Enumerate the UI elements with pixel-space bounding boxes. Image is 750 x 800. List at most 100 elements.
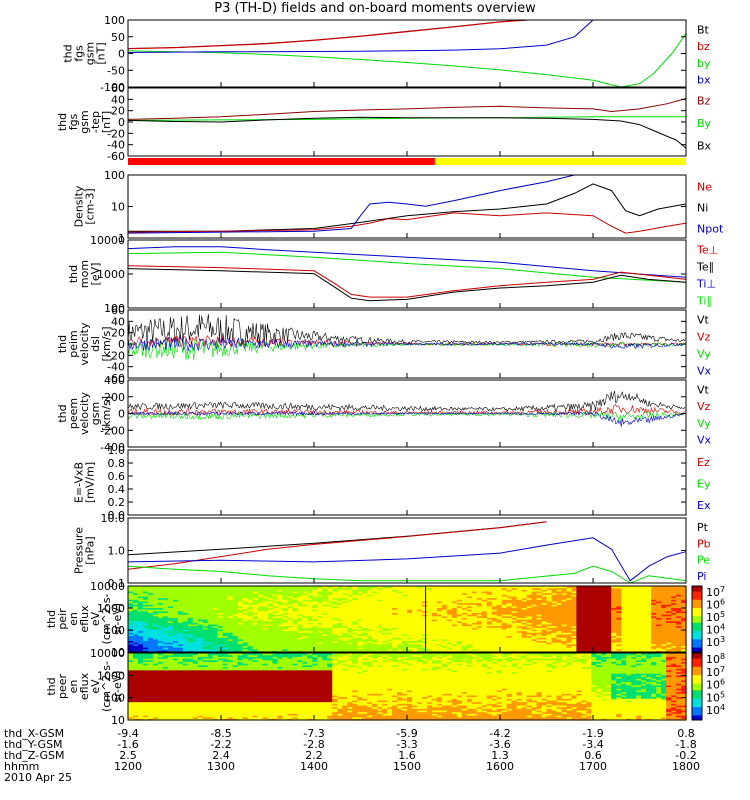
- spectrogram-cell: [446, 648, 453, 651]
- spectrogram-cell: [222, 622, 229, 625]
- spectrogram-cell: [142, 673, 149, 676]
- spectrogram-cell: [646, 617, 652, 620]
- spectrogram-cell: [342, 650, 348, 653]
- spectrogram-cell: [142, 614, 149, 617]
- spectrogram-cell: [407, 599, 413, 602]
- spectrogram-cell: [661, 640, 667, 643]
- spectrogram-cell: [397, 633, 403, 637]
- spectrogram-cell: [626, 648, 632, 651]
- spectrogram-cell: [377, 638, 383, 642]
- spectrogram-cell: [661, 642, 667, 645]
- spectrogram-cell: [616, 589, 622, 592]
- spectrogram-cell: [591, 612, 597, 615]
- spectrogram-cell: [212, 602, 219, 605]
- series-bz: [127, 19, 528, 50]
- spectrogram-cell: [317, 630, 323, 633]
- spectrogram-cell: [377, 627, 383, 630]
- spectrogram-cell: [586, 640, 592, 643]
- spectrogram-cell: [132, 698, 139, 701]
- spectrogram-cell: [237, 620, 244, 623]
- spectrogram-cell: [531, 623, 538, 627]
- spectrogram-cell: [431, 617, 438, 620]
- spectrogram-cell: [372, 602, 378, 605]
- spectrogram-cell: [197, 592, 204, 595]
- spectrogram-cell: [332, 612, 338, 615]
- spectrogram-cell: [327, 587, 333, 590]
- spectrogram-cell: [152, 586, 159, 589]
- spectrogram-cell: [551, 605, 558, 609]
- spectrogram-cell: [561, 622, 568, 625]
- spectrogram-cell: [671, 602, 677, 605]
- spectrogram-cell: [471, 592, 478, 595]
- spectrogram-cell: [317, 589, 323, 592]
- spectrogram-cell: [317, 600, 323, 604]
- spectrogram-cell: [187, 610, 194, 613]
- spectrogram-cell: [446, 619, 453, 622]
- spectrogram-cell: [227, 597, 234, 600]
- spectrogram-cell: [676, 622, 682, 625]
- spectrogram-cell: [182, 592, 189, 595]
- spectrogram-cell: [646, 589, 652, 592]
- spectrogram-cell: [317, 605, 323, 609]
- spectrogram-cell: [411, 630, 418, 633]
- spectrogram-cell: [332, 632, 338, 635]
- spectrogram-cell: [571, 595, 577, 599]
- spectrogram-cell: [262, 599, 269, 602]
- spectrogram-cell: [142, 678, 149, 681]
- spectrogram-cell: [551, 645, 558, 648]
- spectrogram-cell: [656, 589, 662, 592]
- spectrogram-cell: [282, 625, 289, 628]
- spectrogram-cell: [661, 594, 667, 597]
- spectrogram-cell: [486, 607, 493, 610]
- legend-Bt: Bt: [697, 23, 710, 36]
- spectrogram-cell: [128, 654, 134, 657]
- spectrogram-cell: [247, 607, 254, 610]
- spectrogram-cell: [446, 607, 453, 610]
- spectrogram-cell: [516, 595, 523, 599]
- spectrogram-cell: [471, 612, 478, 615]
- spectrogram-cell: [521, 645, 528, 648]
- spectrogram-cell: [347, 612, 353, 615]
- spectrogram-cell: [676, 623, 682, 627]
- spectrogram-cell: [601, 617, 607, 620]
- spectrogram-cell: [461, 586, 468, 589]
- spectrogram-cell: [207, 635, 214, 638]
- spectrogram-cell: [177, 612, 184, 615]
- spectrogram-cell: [556, 614, 563, 617]
- spectrogram-cell: [546, 614, 553, 617]
- spectrogram-cell: [327, 648, 333, 651]
- spectrogram-cell: [616, 642, 622, 645]
- spectrogram-cell: [322, 640, 328, 643]
- spectrogram-cell: [446, 597, 453, 600]
- spectrogram-cell: [172, 600, 179, 604]
- spectrogram-cell: [436, 627, 443, 630]
- spectrogram-cell: [367, 643, 373, 646]
- spectrogram-cell: [541, 599, 548, 602]
- spectrogram-cell: [471, 633, 478, 637]
- spectrogram-cell: [466, 650, 473, 653]
- spectrogram-cell: [142, 711, 149, 714]
- spectrogram-cell: [681, 623, 687, 627]
- spectrogram-cell: [292, 623, 298, 627]
- spectrogram-cell: [337, 610, 343, 613]
- spectrogram-cell: [227, 627, 234, 630]
- spectrogram-cell: [197, 619, 204, 622]
- spectrogram-cell: [436, 600, 443, 604]
- spectrogram-cell: [242, 633, 249, 637]
- spectrogram-cell: [187, 640, 194, 643]
- spectrogram-cell: [471, 628, 478, 632]
- spectrogram-cell: [367, 638, 373, 642]
- spectrogram-cell: [407, 586, 413, 589]
- spectrogram-cell: [327, 602, 333, 605]
- y-tick-label: 1000: [97, 268, 125, 281]
- spectrogram-cell: [636, 650, 642, 653]
- y-tick-label: -20: [107, 349, 125, 362]
- spectrogram-cell: [187, 643, 194, 646]
- spectrogram-cell: [681, 612, 687, 615]
- spectrogram-cell: [282, 645, 289, 648]
- colorbar-cell: [692, 627, 702, 630]
- spectrogram-cell: [586, 610, 592, 613]
- y-axis-label: thdpeemvelocitygsm[km/s]: [56, 392, 113, 435]
- spectrogram-cell: [202, 642, 209, 645]
